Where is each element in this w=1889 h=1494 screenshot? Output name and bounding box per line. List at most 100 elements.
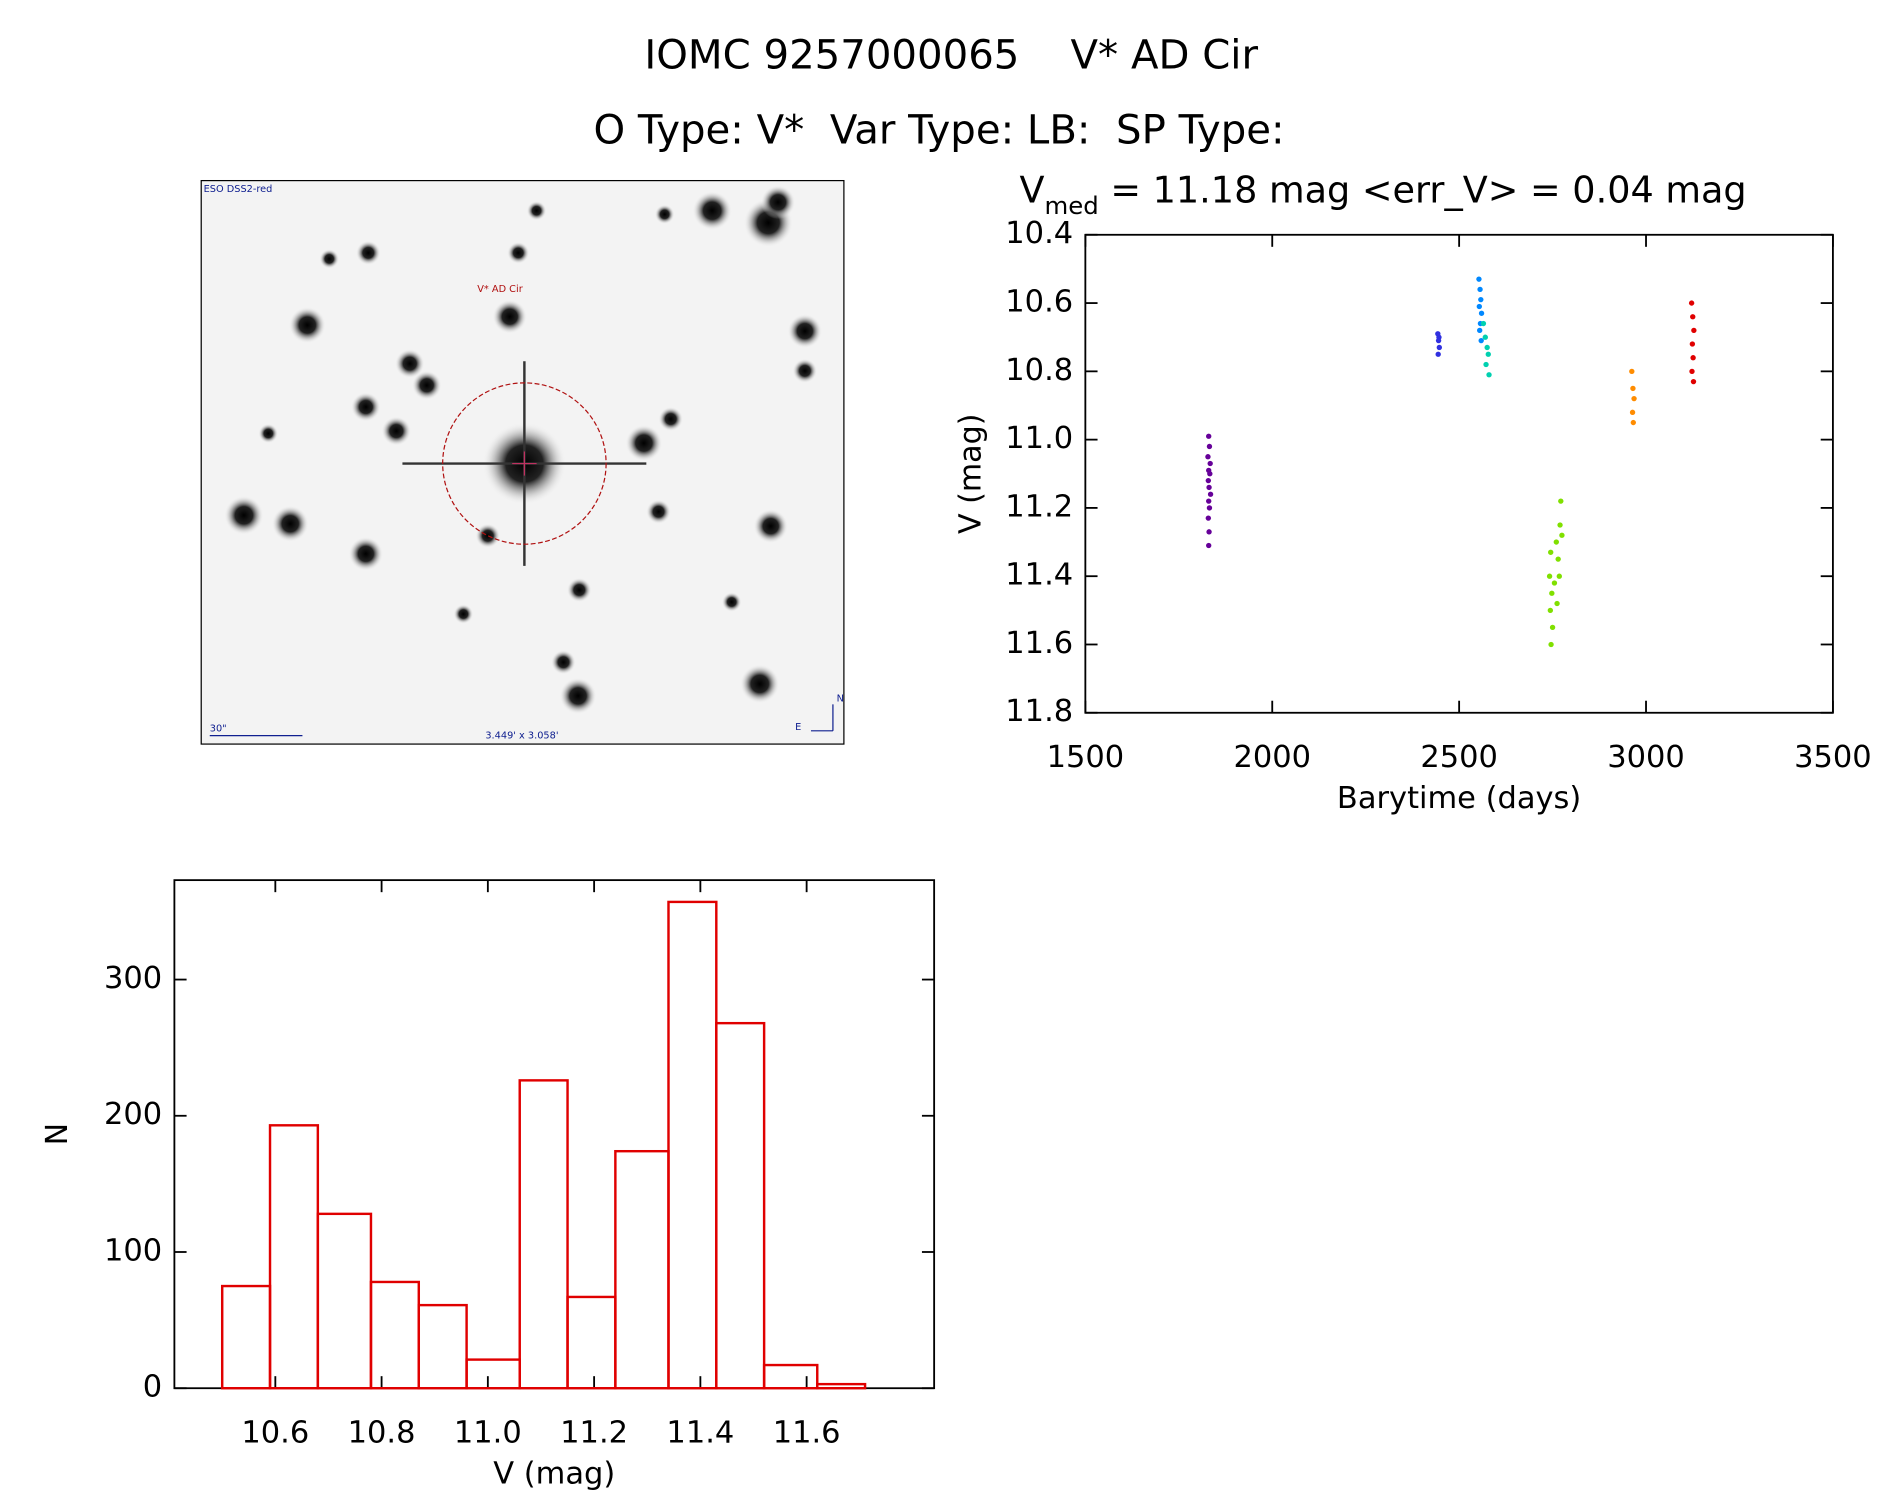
y-tick-label: 11.0 <box>1005 421 1073 456</box>
point <box>1629 368 1635 374</box>
scatter-title: Vmed = 11.18 mag <err_V> = 0.04 mag <box>1020 169 1747 220</box>
y-axis-label: V (mag) <box>953 414 988 534</box>
x-tick-label: 3000 <box>1607 740 1685 775</box>
point <box>1482 334 1488 340</box>
point <box>1484 344 1490 351</box>
point <box>1485 351 1491 357</box>
point <box>1690 355 1696 361</box>
y-tick-label: 0 <box>143 1370 162 1405</box>
y-tick-label: 11.6 <box>1005 626 1073 661</box>
point <box>1629 409 1636 415</box>
point <box>1483 361 1489 368</box>
bar <box>369 1280 421 1390</box>
north-label: N <box>837 693 844 704</box>
point <box>1548 641 1554 648</box>
point <box>1476 276 1482 282</box>
bar <box>417 1303 468 1390</box>
x-tick-label: 2500 <box>1420 740 1498 775</box>
y-axis-label: N <box>40 1123 75 1146</box>
bar <box>762 1363 819 1390</box>
title-part: = 11.18 mag <err_V> = 0.04 mag <box>1099 169 1747 212</box>
point <box>1206 498 1212 504</box>
plot-frame <box>173 879 936 1390</box>
y-tick-label: 11.8 <box>1005 694 1073 729</box>
bar <box>816 1382 867 1390</box>
title-part: med <box>1045 192 1099 220</box>
point <box>1205 515 1212 521</box>
point <box>1553 539 1559 545</box>
point <box>1206 529 1212 535</box>
point <box>1689 341 1696 347</box>
point <box>1477 327 1483 334</box>
point <box>1558 498 1564 504</box>
point <box>1206 433 1212 439</box>
title-part: V <box>1020 169 1045 212</box>
header-subtitle: O Type: V* Var Type: LB: SP Type: <box>593 108 1284 154</box>
x-axis-label: V (mag) <box>493 1457 615 1492</box>
bar <box>465 1358 521 1390</box>
header-title: IOMC 9257000065 V* AD Cir <box>644 33 1258 79</box>
point <box>1690 378 1697 385</box>
point <box>1476 303 1482 310</box>
x-tick-label: 2000 <box>1233 740 1311 775</box>
field-label: 3.449' x 3.058' <box>485 731 558 742</box>
point <box>1555 556 1561 562</box>
scale-label: 30" <box>210 723 227 734</box>
point <box>1478 310 1485 316</box>
point <box>1548 549 1554 555</box>
point <box>1559 532 1565 538</box>
point <box>1549 590 1555 596</box>
point <box>1689 368 1695 374</box>
x-tick-label: 11.4 <box>666 1416 734 1451</box>
point <box>1206 443 1213 450</box>
point <box>1549 624 1556 631</box>
point <box>1547 607 1554 613</box>
x-tick-label: 10.6 <box>241 1416 309 1451</box>
target-label: V* AD Cir <box>477 284 522 295</box>
y-tick-label: 10.6 <box>1005 285 1073 320</box>
x-tick-label: 11.2 <box>560 1416 628 1451</box>
x-tick-label: 10.8 <box>348 1416 416 1451</box>
bar <box>518 1079 569 1390</box>
point <box>1690 314 1696 320</box>
point <box>1436 334 1442 340</box>
point <box>1691 327 1697 334</box>
point <box>1205 454 1211 460</box>
x-tick-label: 11.0 <box>454 1416 522 1451</box>
point <box>1206 505 1213 511</box>
point <box>1480 320 1487 327</box>
x-tick-label: 11.6 <box>773 1416 841 1451</box>
bar <box>667 900 718 1390</box>
point <box>1551 580 1558 586</box>
point <box>1477 286 1483 293</box>
plot-frame <box>1084 233 1834 714</box>
y-tick-label: 10.8 <box>1005 353 1073 388</box>
point <box>1688 300 1695 306</box>
point <box>1435 351 1441 357</box>
bar <box>316 1212 373 1390</box>
point <box>1205 477 1212 484</box>
point <box>1478 297 1484 303</box>
survey-label: ESO DSS2-red <box>204 184 273 195</box>
east-label: E <box>795 722 801 733</box>
point <box>1206 484 1212 491</box>
point <box>1478 337 1484 344</box>
bar <box>220 1284 272 1390</box>
point <box>1630 385 1636 392</box>
point <box>1631 396 1637 402</box>
x-axis-label: Barytime (days) <box>1337 781 1581 816</box>
point <box>1206 542 1212 549</box>
bar <box>715 1021 766 1390</box>
y-tick-label: 300 <box>104 961 162 996</box>
point <box>1207 471 1213 477</box>
point <box>1557 522 1563 528</box>
y-tick-label: 11.4 <box>1005 558 1073 593</box>
bar <box>566 1295 617 1390</box>
y-tick-label: 10.4 <box>1005 216 1073 251</box>
point <box>1546 573 1553 579</box>
point <box>1207 491 1214 497</box>
point <box>1486 372 1492 378</box>
y-tick-label: 200 <box>104 1097 162 1132</box>
point <box>1630 419 1636 426</box>
